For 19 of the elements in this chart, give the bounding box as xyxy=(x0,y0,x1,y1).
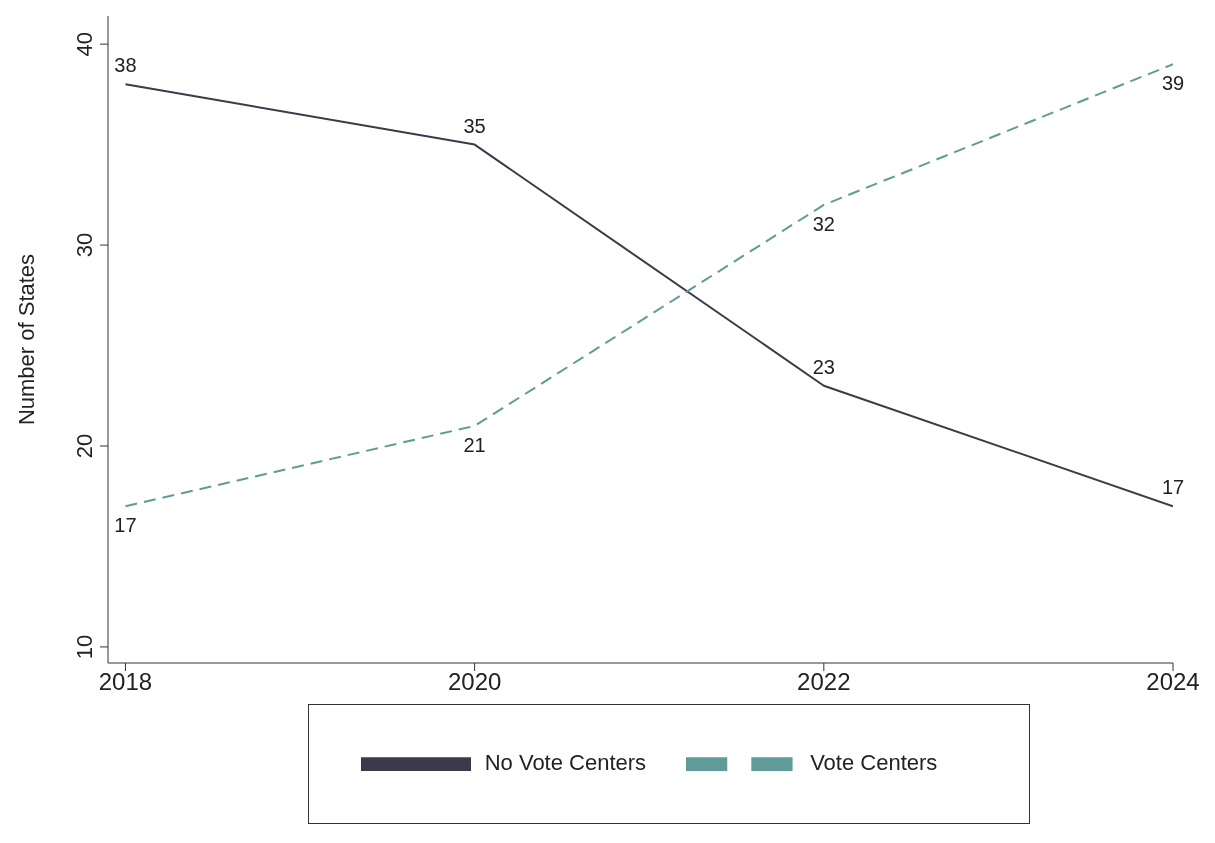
x-tick-label: 2024 xyxy=(1146,668,1200,696)
data-label: 21 xyxy=(463,434,486,457)
y-tick-label: 20 xyxy=(72,433,97,459)
data-label: 38 xyxy=(114,54,137,77)
data-label: 17 xyxy=(114,514,137,537)
data-label: 39 xyxy=(1161,72,1185,95)
x-tick-label: 2022 xyxy=(797,668,851,696)
data-label: 32 xyxy=(812,213,835,236)
x-tick-label: 2018 xyxy=(98,668,153,696)
y-tick-label: 30 xyxy=(72,232,97,258)
data-label: 17 xyxy=(1161,476,1185,499)
y-tick-label: 10 xyxy=(72,634,97,660)
y-axis-title: Number of States xyxy=(13,253,39,426)
y-tick-label: 40 xyxy=(72,31,97,57)
data-label: 23 xyxy=(812,355,835,378)
legend-label: Vote Centers xyxy=(810,749,938,775)
legend-label: No Vote Centers xyxy=(484,749,647,775)
x-tick-label: 2020 xyxy=(447,668,502,696)
data-label: 35 xyxy=(463,114,486,137)
